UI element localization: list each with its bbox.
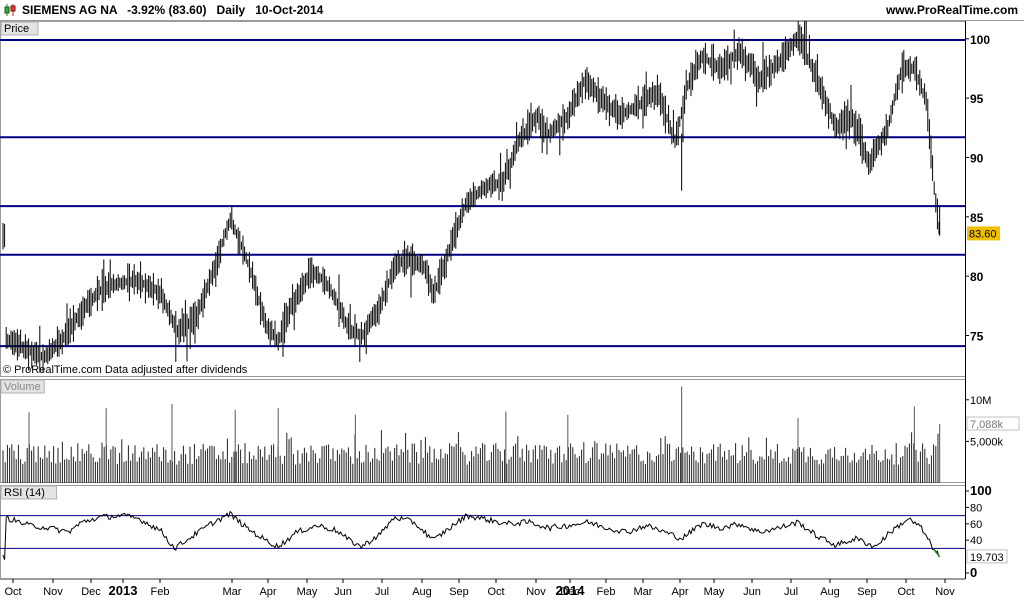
last-price-marker: [967, 226, 1000, 241]
data-footnote: © ProRealTime.com Data adjusted after di…: [3, 364, 248, 376]
rsi-tick-label: 60: [970, 519, 982, 531]
last-rsi-label: 19.703: [970, 552, 1004, 564]
x-tick-label: Oct: [487, 586, 504, 598]
x-tick-label: Jun: [334, 586, 352, 598]
x-tick-label: Dec: [560, 586, 580, 598]
chart-area[interactable]: Price Volume RSI (14) 75 80 85 90 95 100 83.60 © P…: [0, 21, 1024, 600]
chart-period: Daily: [216, 3, 246, 17]
x-tick-label: Sep: [449, 586, 469, 598]
last-volume-marker: [966, 416, 1020, 431]
chart-header: SIEMENS AG NA -3.92% (83.60) Daily 10-Oc…: [0, 0, 1024, 21]
price-tick-label: 80: [970, 270, 984, 284]
last-rsi-marker: [966, 549, 1008, 564]
x-tick-label: Apr: [259, 586, 276, 598]
x-tick-label: May: [704, 586, 725, 598]
volume-tag: Volume: [0, 379, 45, 394]
price-tick-label: 95: [970, 92, 984, 106]
rsi-tick-label: 100: [970, 483, 992, 498]
last-price-label: 83.60: [969, 228, 997, 240]
x-tick-label: Dec: [81, 586, 101, 598]
x-tick-label: Apr: [671, 586, 688, 598]
rsi-tick-label: 80: [970, 502, 982, 514]
x-tick-label: Feb: [597, 586, 616, 598]
x-tick-label: Nov: [43, 586, 63, 598]
rsi-tick-label: 0: [970, 565, 977, 580]
x-tick-label: 2014: [556, 583, 586, 598]
price-tick-label: 90: [970, 151, 984, 165]
chart-date: 10-Oct-2014: [255, 3, 324, 17]
volume-bars: [2, 386, 941, 483]
rsi-tag: RSI (14): [0, 485, 58, 500]
x-tick-label: Jul: [375, 586, 389, 598]
x-tick-label: Feb: [151, 586, 170, 598]
price-change: -3.92% (83.60): [127, 3, 207, 17]
price-tick-label: 100: [970, 33, 990, 47]
volume-tag-box: [0, 379, 45, 394]
x-tick-label: Mar: [223, 586, 242, 598]
x-tick-label: May: [297, 586, 318, 598]
x-tick-label: Nov: [526, 586, 546, 598]
x-tick-label: Jul: [784, 586, 798, 598]
price-tag: Price: [0, 21, 39, 36]
site-url: www.ProRealTime.com: [885, 3, 1018, 17]
last-volume-label: 7,088k: [970, 419, 1004, 431]
rsi-last-segment: [932, 547, 941, 558]
price-panel: [0, 21, 966, 377]
rsi-line: [2, 510, 940, 560]
instrument-summary: SIEMENS AG NA -3.92% (83.60) Daily 10-Oc…: [22, 3, 323, 17]
rsi-panel: [0, 485, 966, 579]
x-tick-label: Oct: [897, 586, 914, 598]
price-tick-label: 85: [970, 211, 984, 225]
candlestick-icon: [4, 4, 16, 16]
x-tick-label: Mar: [634, 586, 653, 598]
rsi-tag-box: [0, 485, 58, 500]
price-tag-box: [0, 21, 39, 36]
rsi-tick-label: 40: [970, 535, 982, 547]
volume-tick-label: 10M: [970, 395, 991, 407]
instrument-name: SIEMENS AG NA: [22, 3, 118, 17]
x-tick-label: 2013: [109, 583, 138, 598]
x-tick-label: Sep: [857, 586, 877, 598]
x-tick-label: Nov: [935, 586, 955, 598]
x-tick-label: Aug: [412, 586, 432, 598]
x-tick-label: Oct: [4, 586, 21, 598]
volume-tick-label: 5,000k: [970, 436, 1004, 448]
rsi-tag-text: RSI (14): [4, 487, 45, 499]
price-tag-text: Price: [4, 23, 29, 35]
volume-tag-text: Volume: [4, 381, 41, 393]
price-tick-label: 75: [970, 329, 984, 343]
x-tick-label: Jun: [743, 586, 761, 598]
price-bars: [2, 21, 941, 373]
x-tick-label: Aug: [820, 586, 840, 598]
